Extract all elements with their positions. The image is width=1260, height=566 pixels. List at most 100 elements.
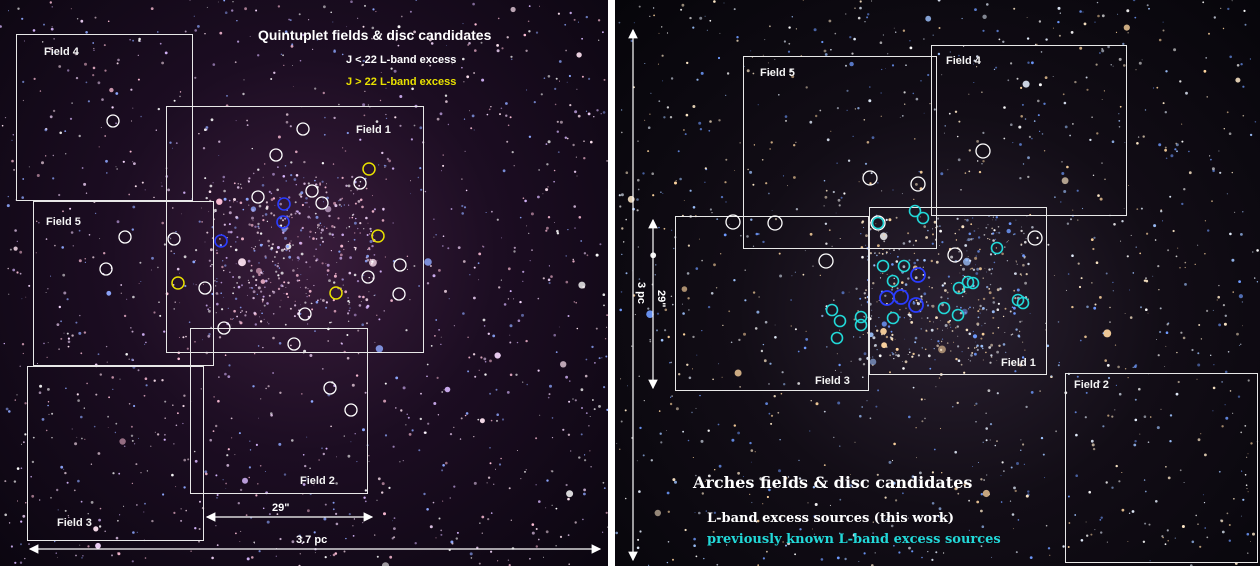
star (45, 292, 47, 293)
star (526, 89, 528, 91)
star (583, 492, 586, 496)
star (1103, 90, 1105, 92)
star (769, 362, 772, 365)
star (565, 255, 567, 257)
star (1020, 243, 1023, 246)
star (548, 393, 551, 396)
star (257, 345, 260, 347)
star (354, 221, 357, 225)
star (943, 552, 945, 554)
star (1128, 512, 1131, 514)
star (410, 180, 411, 182)
star (914, 138, 916, 140)
star (984, 322, 986, 324)
star (823, 410, 826, 413)
star (1011, 306, 1014, 309)
star (56, 323, 60, 326)
star (441, 245, 444, 247)
star (973, 230, 976, 232)
star (1022, 341, 1024, 343)
star (719, 32, 721, 34)
star (499, 354, 501, 357)
star (754, 327, 758, 330)
star (1127, 541, 1129, 542)
star (322, 240, 324, 243)
star (1183, 482, 1185, 483)
star (1224, 404, 1226, 406)
star (908, 546, 911, 550)
star (974, 8, 977, 12)
star (701, 492, 704, 495)
star (448, 548, 451, 552)
star (258, 204, 262, 208)
star (947, 320, 950, 324)
star (895, 31, 897, 33)
star (272, 172, 275, 176)
star (637, 178, 640, 182)
star (279, 306, 281, 308)
star (385, 113, 387, 116)
star (63, 468, 65, 470)
star (862, 376, 864, 379)
star (323, 517, 327, 521)
star (23, 441, 25, 444)
star (1139, 433, 1141, 435)
star (895, 352, 897, 354)
star (1053, 275, 1055, 276)
star (324, 503, 327, 506)
star (953, 341, 955, 343)
star (1244, 474, 1247, 476)
star (21, 196, 25, 199)
star (133, 162, 136, 166)
star (11, 139, 13, 141)
star (328, 232, 332, 236)
star (890, 253, 891, 254)
star (306, 201, 308, 204)
star (688, 309, 690, 311)
star (1203, 69, 1207, 73)
star (631, 345, 633, 347)
star (250, 223, 254, 227)
star (1223, 322, 1227, 326)
star (819, 109, 822, 112)
star (71, 428, 73, 430)
star (320, 298, 322, 300)
star (186, 347, 189, 350)
star (784, 476, 788, 480)
star (584, 454, 586, 456)
star (861, 255, 864, 259)
star (1165, 466, 1167, 468)
star (910, 316, 912, 318)
star (144, 502, 146, 505)
star (35, 547, 38, 550)
star (170, 250, 173, 253)
star (224, 372, 227, 376)
star (393, 527, 396, 530)
star (980, 509, 983, 513)
star (1, 124, 4, 127)
star (444, 94, 448, 97)
star (92, 74, 95, 77)
star (52, 109, 56, 113)
star (323, 5, 326, 9)
star (925, 329, 928, 333)
star (340, 205, 342, 207)
star (533, 101, 536, 104)
star (391, 537, 394, 540)
star (1079, 10, 1082, 13)
star (249, 287, 251, 289)
star (221, 308, 224, 311)
star (283, 293, 285, 294)
star (913, 198, 915, 200)
star (963, 371, 966, 374)
star (746, 69, 750, 73)
star (939, 229, 942, 233)
star (371, 195, 373, 197)
star (996, 440, 998, 442)
star (1235, 77, 1241, 83)
star (823, 49, 827, 53)
star (8, 522, 11, 524)
star (332, 508, 335, 511)
star (947, 275, 950, 278)
star (522, 280, 524, 282)
